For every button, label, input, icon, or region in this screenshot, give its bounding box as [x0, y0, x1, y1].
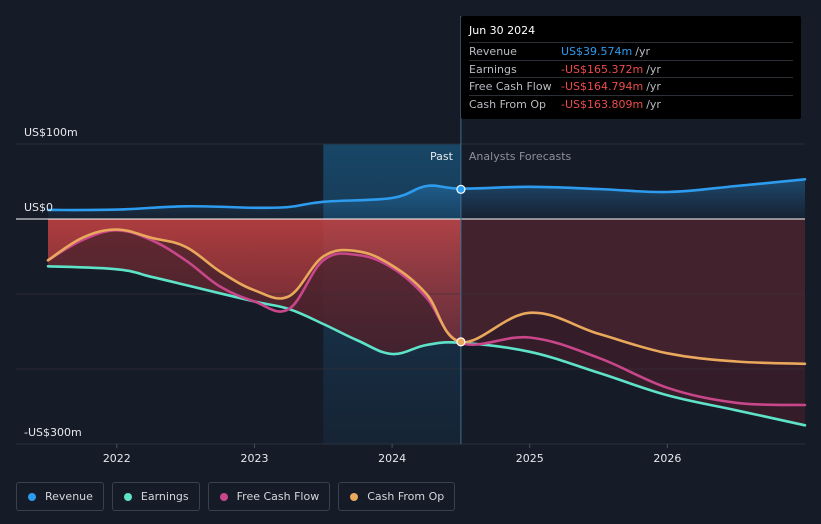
tooltip-row-revenue: Revenue US$39.574m /yr [469, 42, 793, 60]
cash-band-area [48, 229, 805, 426]
legend-label: Earnings [140, 490, 189, 503]
legend-dot-icon [350, 492, 359, 501]
highlight-point-revenue [456, 184, 466, 194]
tooltip-unit: /yr [646, 97, 661, 111]
x-tick-label: 2026 [653, 452, 681, 465]
tooltip-unit: /yr [635, 45, 650, 58]
tooltip-unit: /yr [646, 80, 661, 93]
legend-label: Cash From Op [367, 490, 445, 503]
x-tick-label: 2022 [103, 452, 131, 465]
legend-dot-icon [219, 492, 228, 501]
gridline-layer [16, 16, 805, 445]
legend-item-cash-from-op[interactable]: Cash From Op [338, 482, 456, 511]
area-layer [48, 179, 805, 426]
legend-item-earnings[interactable]: Earnings [111, 482, 200, 511]
highlight-point-cash-from-op [456, 337, 466, 347]
series-line-free-cash-flow [46, 228, 807, 407]
legend-dot-icon [28, 492, 36, 501]
legend-item-revenue[interactable]: Revenue [16, 482, 104, 511]
tooltip-row-free-cash-flow: Free Cash Flow -US$164.794m /yr [469, 77, 793, 95]
chart-legend: Revenue Earnings Free Cash Flow Cash Fro… [16, 482, 456, 511]
x-tick-label: 2025 [516, 452, 544, 465]
tooltip-value: -US$163.809m [561, 97, 644, 111]
series-line-layer [46, 178, 807, 427]
data-tooltip: Jun 30 2024 Revenue US$39.574m /yr Earni… [461, 16, 801, 119]
forecast-label: Analysts Forecasts [469, 150, 572, 163]
tooltip-value: -US$165.372m [561, 62, 644, 76]
tooltip-row-earnings: Earnings -US$165.372m /yr [469, 59, 793, 78]
past-label: Past [430, 150, 454, 163]
series-line-earnings [46, 265, 807, 427]
series-line-revenue [46, 178, 807, 212]
revenue-area [48, 179, 805, 219]
y-axis-label: -US$300m [24, 426, 82, 439]
legend-label: Revenue [45, 490, 93, 503]
tooltip-label: Earnings [469, 62, 517, 76]
label-layer: US$100m US$0 -US$300m 2022 2023 2024 2025 2026 P… [24, 126, 681, 465]
legend-item-free-cash-flow[interactable]: Free Cash Flow [207, 482, 331, 511]
tooltip-row-cash-from-op: Cash From Op -US$163.809m /yr [469, 94, 793, 113]
tooltip-unit: /yr [646, 62, 661, 76]
tooltip-label: Revenue [469, 45, 517, 58]
series-line-cash-from-op [46, 228, 807, 366]
x-tick-label: 2024 [378, 452, 406, 465]
legend-dot-icon [123, 492, 132, 501]
tooltip-date: Jun 30 2024 [469, 24, 536, 37]
tooltip-value: -US$164.794m [561, 80, 644, 93]
tooltip-label: Free Cash Flow [469, 80, 552, 93]
tooltip-label: Cash From Op [469, 97, 547, 111]
tooltip-value: US$39.574m [561, 45, 633, 58]
y-axis-label: US$0 [24, 201, 53, 214]
legend-label: Free Cash Flow [236, 490, 320, 503]
x-tick-label: 2023 [240, 452, 268, 465]
y-axis-label: US$100m [24, 126, 78, 139]
